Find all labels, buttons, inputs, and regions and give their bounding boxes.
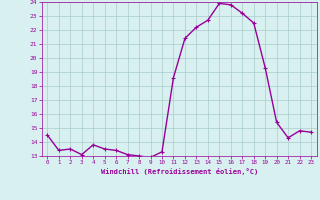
X-axis label: Windchill (Refroidissement éolien,°C): Windchill (Refroidissement éolien,°C) (100, 168, 258, 175)
